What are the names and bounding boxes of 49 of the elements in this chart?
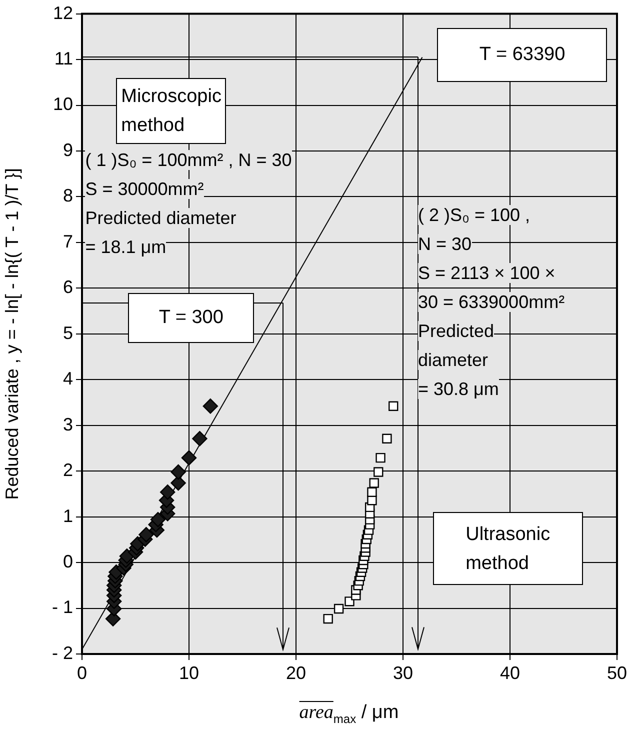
x-axis-title: area$_{max}$ / μm [298, 702, 400, 726]
point [367, 487, 377, 497]
point [181, 450, 197, 466]
point [374, 467, 384, 477]
y-tick-label: 4 [62, 368, 73, 389]
y-tick-label: 10 [52, 94, 73, 114]
text-box: Microscopic method [116, 78, 226, 144]
point [170, 464, 186, 480]
point [388, 401, 398, 411]
y-tick-label: 8 [62, 186, 73, 206]
x-tick-label: 40 [500, 662, 520, 683]
x-tick-label: 10 [178, 662, 200, 683]
y-axis-title: Reduced variate , y = - ln[ - ln{( T - 1 )/T }] [2, 168, 22, 500]
y-tick-label: 12 [52, 2, 73, 23]
point [150, 512, 166, 528]
annotation: Ultrasonic method [466, 524, 550, 574]
y-tick-label: 7 [62, 231, 73, 252]
point [160, 484, 176, 500]
point [192, 431, 208, 446]
annotation: ( 2 )S₀ = 100 , N = 30 S = 2113 × 100 × 30 = 6339000mm² Predicted diameter = 30.8 μm [418, 205, 565, 400]
annotation: T = 63390 [479, 44, 566, 66]
annotation: ( 1 )S₀ = 100mm² , N = 30 S = 30000mm² Predicted diameter = 18.1 μm [85, 150, 292, 258]
point [202, 398, 218, 414]
y-tick-label: 3 [62, 414, 73, 434]
point [105, 611, 121, 626]
y-tick-label: 9 [62, 140, 73, 160]
y-tick-label: 0 [62, 552, 73, 572]
text-box: T = 63390 [437, 28, 608, 82]
y-tick-label: 11 [54, 48, 73, 68]
point [138, 527, 154, 542]
y-tick-label: 1 [62, 506, 73, 526]
y-tick-label: 2 [62, 460, 73, 480]
y-tick-label: - 1 [52, 597, 73, 618]
y-tick-label: 5 [62, 322, 73, 343]
y-tick-label: 6 [62, 277, 73, 298]
x-tick-label: 30 [392, 662, 414, 683]
point [334, 604, 344, 614]
text-box: T = 300 [128, 292, 254, 344]
annotation: Microscopic method [121, 86, 222, 136]
point [369, 478, 379, 488]
point [376, 452, 386, 463]
point [382, 434, 392, 444]
text-box: Ultrasonic method [432, 512, 583, 586]
x-tick-label: 50 [606, 662, 628, 683]
annotation: T = 300 [158, 307, 224, 328]
x-tick-label: 0 [76, 662, 88, 683]
x-tick-label: 20 [286, 662, 306, 683]
y-tick-label: - 2 [52, 642, 73, 663]
point [323, 614, 333, 624]
